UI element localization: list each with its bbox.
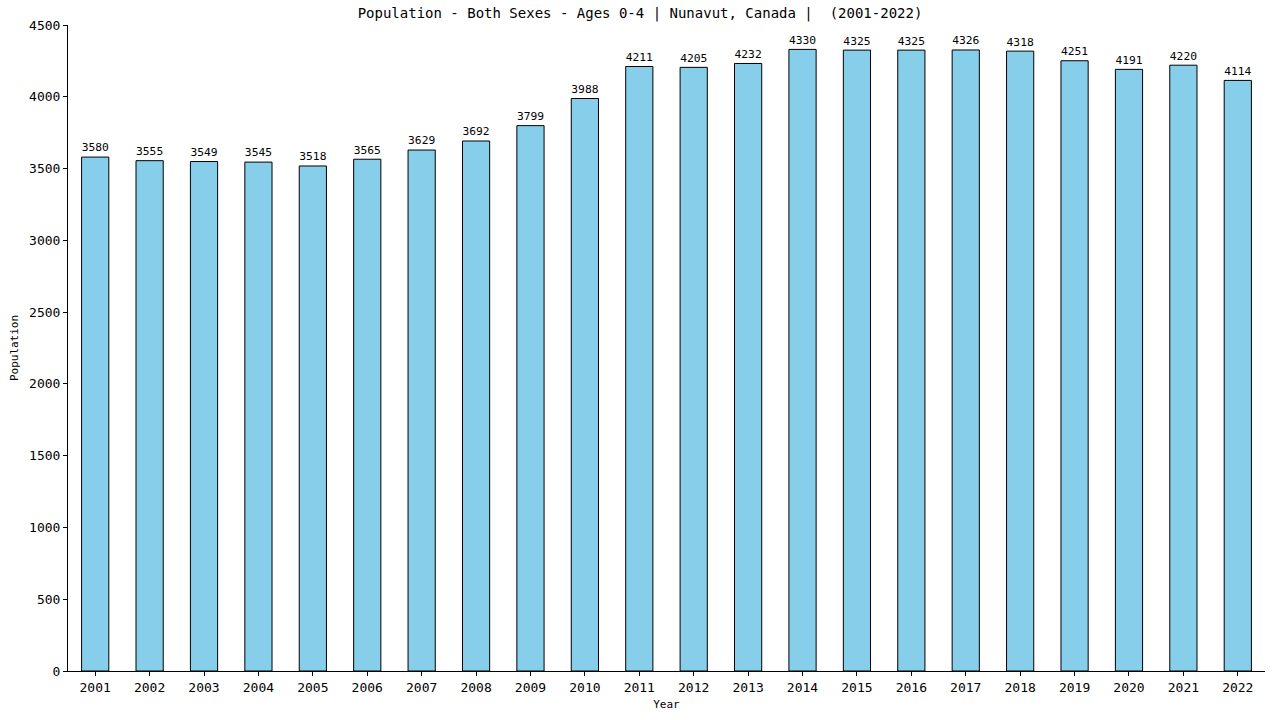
svg-text:4114: 4114 xyxy=(1224,65,1251,78)
svg-text:4330: 4330 xyxy=(789,34,816,47)
svg-text:2021: 2021 xyxy=(1168,680,1199,695)
svg-text:2022: 2022 xyxy=(1222,680,1253,695)
svg-text:3500: 3500 xyxy=(29,161,60,176)
svg-text:2015: 2015 xyxy=(841,680,872,695)
svg-text:3545: 3545 xyxy=(245,146,272,159)
svg-text:4000: 4000 xyxy=(29,89,60,104)
svg-text:2007: 2007 xyxy=(406,680,437,695)
svg-text:2012: 2012 xyxy=(678,680,709,695)
svg-text:3518: 3518 xyxy=(299,150,326,163)
svg-text:2010: 2010 xyxy=(569,680,600,695)
svg-text:3565: 3565 xyxy=(354,144,381,157)
svg-text:2005: 2005 xyxy=(297,680,328,695)
svg-text:2016: 2016 xyxy=(896,680,927,695)
svg-text:4326: 4326 xyxy=(952,34,979,47)
svg-text:2003: 2003 xyxy=(188,680,219,695)
svg-text:500: 500 xyxy=(37,592,60,607)
svg-text:3629: 3629 xyxy=(408,134,435,147)
svg-text:2004: 2004 xyxy=(243,680,274,695)
svg-text:4205: 4205 xyxy=(680,52,707,65)
svg-text:3799: 3799 xyxy=(517,110,544,123)
svg-text:2006: 2006 xyxy=(352,680,383,695)
svg-text:1500: 1500 xyxy=(29,448,60,463)
svg-text:2000: 2000 xyxy=(29,376,60,391)
svg-text:2002: 2002 xyxy=(134,680,165,695)
svg-text:3555: 3555 xyxy=(136,145,163,158)
svg-text:4220: 4220 xyxy=(1170,50,1197,63)
svg-text:Population - Both Sexes - Ages: Population - Both Sexes - Ages 0-4 | Nun… xyxy=(358,5,923,22)
svg-text:1000: 1000 xyxy=(29,520,60,535)
svg-text:3549: 3549 xyxy=(190,146,217,159)
svg-text:4211: 4211 xyxy=(626,51,653,64)
svg-text:4318: 4318 xyxy=(1007,36,1034,49)
svg-text:4325: 4325 xyxy=(843,35,870,48)
svg-text:4232: 4232 xyxy=(735,48,762,61)
svg-text:Year: Year xyxy=(653,698,680,711)
svg-text:0: 0 xyxy=(53,664,61,679)
svg-text:2009: 2009 xyxy=(515,680,546,695)
svg-text:2020: 2020 xyxy=(1113,680,1144,695)
svg-text:2018: 2018 xyxy=(1005,680,1036,695)
svg-text:2013: 2013 xyxy=(732,680,763,695)
svg-text:2017: 2017 xyxy=(950,680,981,695)
svg-text:4500: 4500 xyxy=(29,18,60,33)
svg-text:2011: 2011 xyxy=(624,680,655,695)
svg-text:4251: 4251 xyxy=(1061,45,1088,58)
svg-text:4325: 4325 xyxy=(898,35,925,48)
svg-text:Population: Population xyxy=(8,315,21,381)
svg-text:3988: 3988 xyxy=(571,83,598,96)
svg-text:3000: 3000 xyxy=(29,233,60,248)
svg-text:2001: 2001 xyxy=(80,680,111,695)
svg-text:2019: 2019 xyxy=(1059,680,1090,695)
svg-text:2014: 2014 xyxy=(787,680,818,695)
svg-text:3692: 3692 xyxy=(462,125,489,138)
svg-text:2008: 2008 xyxy=(460,680,491,695)
svg-text:4191: 4191 xyxy=(1115,54,1142,67)
svg-text:3580: 3580 xyxy=(82,141,109,154)
svg-text:2500: 2500 xyxy=(29,305,60,320)
